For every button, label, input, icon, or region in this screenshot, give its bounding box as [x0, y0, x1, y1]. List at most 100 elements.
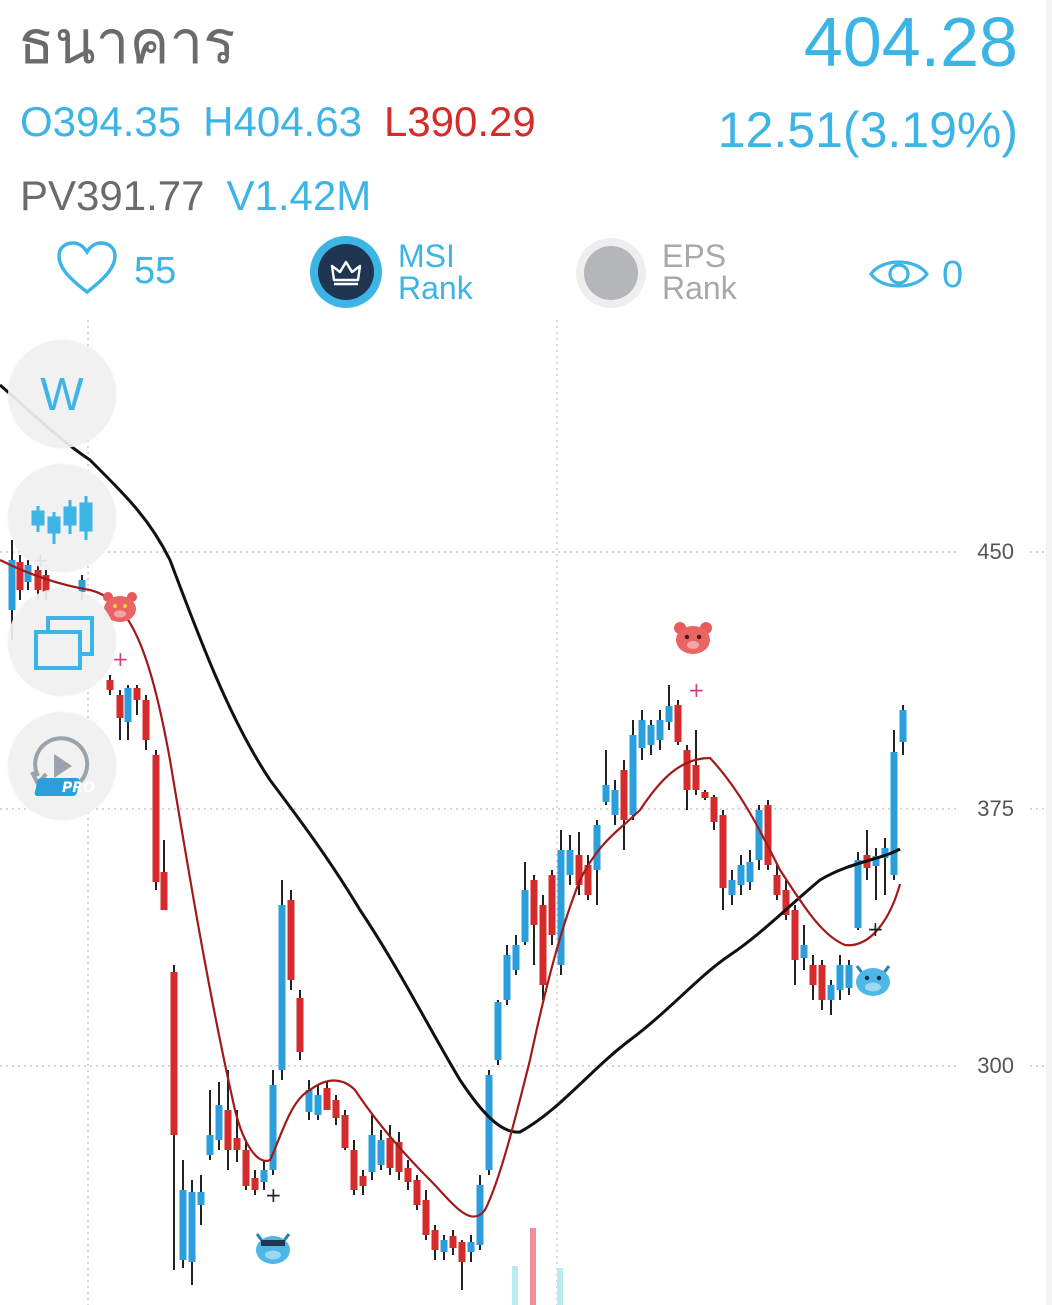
candle-body	[782, 890, 790, 915]
candle-body	[350, 1150, 358, 1190]
candle-body	[188, 1192, 196, 1262]
candle-body	[872, 856, 880, 866]
candle-body	[512, 945, 520, 970]
candle-body	[503, 955, 511, 1000]
candle-body	[467, 1242, 475, 1252]
candle-body	[116, 695, 124, 718]
candle-body	[764, 805, 772, 865]
bear-icon	[103, 592, 137, 622]
candle-body	[674, 705, 682, 742]
bull-icon	[855, 965, 891, 996]
candle-body	[368, 1135, 376, 1172]
candle-body	[611, 790, 619, 815]
candlestick-series	[8, 540, 907, 1290]
msi-rank-button[interactable]	[310, 236, 382, 308]
signal-markers: + + + + +	[32, 548, 884, 1207]
candle-body	[16, 562, 24, 590]
low-price: L390.29	[383, 98, 536, 145]
candle-body	[233, 1138, 241, 1150]
candle-body	[278, 905, 286, 1070]
scrollbar-track	[1046, 0, 1052, 1305]
candle-body	[440, 1240, 448, 1252]
y-axis-label: 375	[977, 796, 1014, 821]
msi-rank-label[interactable]: MSI Rank	[398, 240, 473, 304]
period-toggle-button[interactable]: W	[8, 340, 116, 448]
candle-body	[629, 735, 637, 815]
change-percent: (3.19%)	[842, 102, 1018, 158]
candle-body	[431, 1230, 439, 1250]
plus-signal-icon: +	[867, 917, 884, 941]
volume-value: V1.42M	[226, 172, 372, 219]
ma-short-line	[0, 559, 902, 1218]
plus-signal-icon: +	[265, 1183, 282, 1207]
high-price: H404.63	[203, 98, 362, 145]
eps-rank-label[interactable]: EPS Rank	[662, 240, 737, 304]
volume-bar	[557, 1268, 563, 1305]
last-price: 404.28	[803, 3, 1018, 81]
y-axis-label: 450	[977, 539, 1014, 564]
candle-body	[836, 965, 844, 990]
candle-body	[719, 815, 727, 888]
like-count: 55	[134, 250, 177, 292]
candle-body	[224, 1110, 232, 1150]
candle-body	[521, 890, 529, 942]
layers-icon	[34, 616, 94, 670]
candle-body	[548, 875, 556, 935]
candle-body	[818, 965, 826, 1000]
candle-body	[395, 1142, 403, 1172]
candle-body	[260, 1170, 268, 1182]
eps-label-line: EPS	[662, 238, 727, 274]
candle-body	[142, 700, 150, 740]
candle-body	[881, 848, 889, 858]
candle-body	[890, 752, 898, 875]
view-count: 0	[942, 254, 964, 296]
candle-body	[386, 1138, 394, 1168]
candle-body	[124, 688, 132, 722]
msi-label-line: Rank	[398, 270, 473, 306]
replay-icon: PRO	[30, 736, 95, 796]
candle-body	[215, 1105, 223, 1140]
candle-body	[602, 785, 610, 802]
candle-body	[647, 725, 655, 745]
candle-body	[8, 560, 16, 610]
candle-body	[197, 1192, 205, 1205]
candle-body	[827, 985, 835, 1000]
candle-body	[566, 850, 574, 875]
pv-row: PV391.77 V1.42M	[20, 170, 393, 222]
candle-body	[206, 1135, 214, 1155]
candle-body	[791, 910, 799, 960]
candle-body	[494, 1002, 502, 1060]
eps-label-line: Rank	[662, 270, 737, 306]
candle-body	[133, 688, 141, 700]
chart-type-button[interactable]	[8, 464, 116, 572]
candle-body	[242, 1150, 250, 1186]
candle-body	[34, 570, 42, 590]
compare-button[interactable]	[8, 588, 116, 696]
volume-bar	[530, 1228, 536, 1305]
eps-rank-button[interactable]	[576, 238, 646, 308]
msi-label-line: MSI	[398, 238, 455, 274]
candle-body	[638, 720, 646, 748]
bull-icon	[255, 1233, 291, 1264]
bear-icon	[674, 622, 712, 654]
candle-body	[584, 865, 592, 895]
eye-icon[interactable]	[868, 254, 930, 294]
candle-body	[341, 1115, 349, 1148]
candle-body	[746, 862, 754, 882]
candle-body	[539, 905, 547, 985]
plus-signal-icon: +	[112, 647, 129, 671]
heart-icon[interactable]	[56, 240, 118, 296]
candle-body	[404, 1168, 412, 1182]
candle-body	[458, 1242, 466, 1262]
candle-body	[665, 706, 673, 722]
candle-body	[656, 720, 664, 740]
candle-body	[251, 1178, 259, 1190]
replay-pro-button[interactable]: PRO	[8, 712, 116, 820]
price-change: 12.51(3.19%)	[718, 100, 1018, 160]
candle-body	[377, 1140, 385, 1165]
candle-body	[323, 1088, 331, 1110]
candle-body	[809, 965, 817, 985]
candle-body	[854, 860, 862, 928]
candle-body	[314, 1095, 322, 1115]
